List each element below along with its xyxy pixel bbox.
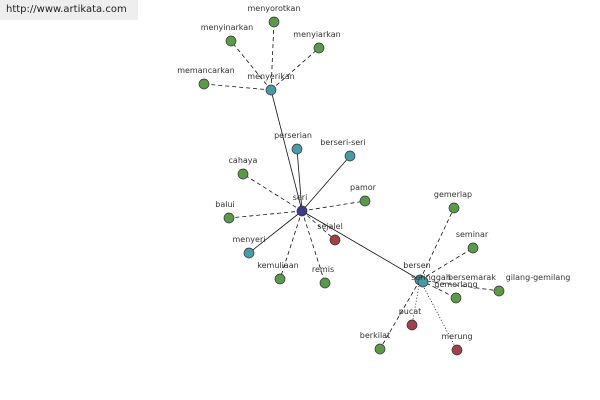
- node: [448, 202, 460, 214]
- node-label: menyiarkan: [293, 30, 340, 39]
- edge: [301, 210, 336, 241]
- node: [374, 343, 386, 355]
- edge: [248, 210, 303, 254]
- node: [417, 276, 429, 288]
- edge: [301, 155, 351, 212]
- node: [329, 234, 341, 246]
- edge: [203, 83, 272, 91]
- node-label: menyorotkan: [247, 4, 300, 13]
- node: [268, 16, 280, 28]
- node-label: pucat: [399, 307, 422, 316]
- node-label: gilang-gemilang: [506, 273, 571, 282]
- node: [296, 205, 308, 217]
- node-label: perserian: [274, 131, 312, 140]
- node: [198, 78, 210, 90]
- node: [467, 242, 479, 254]
- node: [291, 143, 303, 155]
- node: [313, 42, 325, 54]
- edge: [379, 279, 421, 350]
- node-label: pamor: [350, 183, 377, 192]
- node: [319, 277, 331, 289]
- node-label: bersen: [403, 261, 430, 270]
- edge: [270, 47, 320, 91]
- node-label: remis: [312, 265, 334, 274]
- edge: [242, 173, 303, 212]
- node-label: menyinarkan: [201, 23, 253, 32]
- edge: [301, 210, 326, 284]
- edge: [230, 40, 272, 91]
- node: [451, 344, 463, 356]
- edge: [270, 89, 303, 212]
- node-label: gemerlang: [434, 280, 477, 289]
- edge: [419, 247, 474, 281]
- node-label: berkilat: [360, 331, 390, 340]
- node: [274, 273, 286, 285]
- node: [223, 212, 235, 224]
- edge: [419, 279, 500, 292]
- edge: [419, 279, 458, 351]
- node-label: memancarkan: [177, 66, 235, 75]
- node: [225, 35, 237, 47]
- node-label: bersemarak: [448, 273, 496, 282]
- node-label: gemerlap: [434, 190, 472, 199]
- node-label: berseri-seri: [320, 138, 365, 147]
- watermark: http://www.artikata.com: [0, 0, 138, 20]
- node-label: seminar: [456, 230, 489, 239]
- node: [359, 195, 371, 207]
- node: [265, 84, 277, 96]
- node-label: seri: [293, 193, 308, 202]
- node: [450, 292, 462, 304]
- node-label: balui: [215, 200, 235, 209]
- node-label: menyerikan: [247, 72, 294, 81]
- node: [406, 319, 418, 331]
- node-label: seringgah: [411, 273, 451, 282]
- node-label: kemuliaan: [257, 261, 298, 270]
- edge: [301, 200, 366, 212]
- edge: [228, 210, 303, 219]
- edge: [301, 210, 421, 281]
- edge: [270, 21, 275, 91]
- edge: [279, 210, 303, 280]
- node: [237, 168, 249, 180]
- node-label: menyeri: [233, 235, 266, 244]
- edge: [419, 207, 455, 281]
- node: [243, 247, 255, 259]
- node: [493, 285, 505, 297]
- node-label: cahaya: [229, 156, 258, 165]
- node: [344, 150, 356, 162]
- edge: [296, 148, 303, 212]
- node-label: sejalel: [317, 222, 343, 231]
- node-label: merung: [441, 332, 472, 341]
